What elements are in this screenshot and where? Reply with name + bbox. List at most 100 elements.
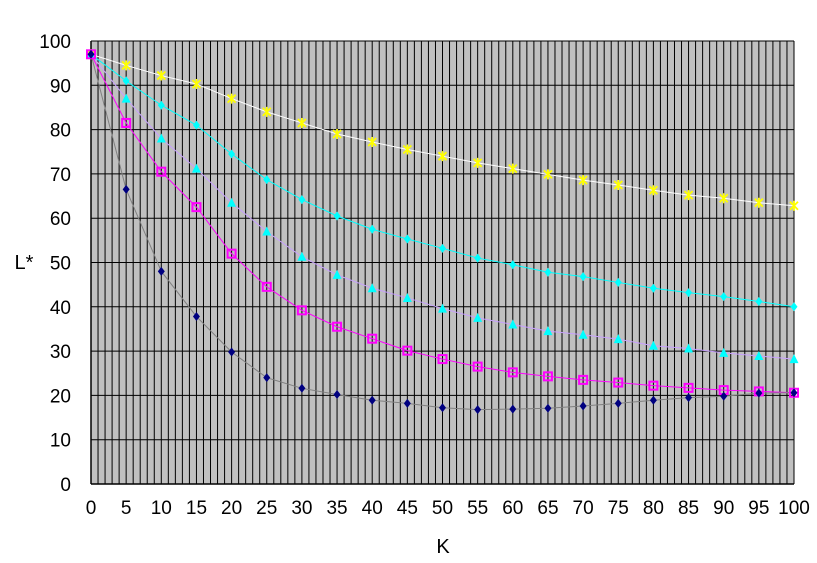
series-4-point: [156, 166, 167, 177]
series-4-point: [332, 321, 343, 332]
y-tick-label: 80: [50, 121, 71, 142]
y-tick-label: 0: [60, 475, 71, 496]
series-2-point: [403, 234, 411, 244]
x-tick-label: 85: [678, 498, 699, 519]
series-4-point: [437, 354, 448, 365]
y-tick-label: 40: [50, 298, 71, 319]
series-4-point: [507, 367, 518, 378]
series-1-point: [473, 157, 483, 168]
series-5-point: [509, 404, 517, 414]
series-1-point: [789, 200, 799, 211]
series-3-point: [613, 334, 623, 344]
series-1-point: [648, 185, 659, 196]
x-tick-label: 55: [467, 498, 488, 519]
series-5-point: [333, 390, 341, 400]
x-tick-label: 50: [432, 498, 453, 519]
series-2-point: [192, 120, 200, 130]
series-1-point: [683, 190, 694, 201]
x-axis-title: K: [436, 536, 450, 558]
series-5-point: [474, 405, 482, 415]
x-tick-label: 40: [362, 498, 383, 519]
series-3-point: [297, 251, 307, 261]
y-tick-label: 100: [39, 32, 71, 53]
series-3-point: [121, 93, 131, 103]
series-4-point: [367, 333, 378, 344]
series-3-point: [191, 163, 201, 173]
series-2-point: [474, 253, 482, 263]
series-4-point: [613, 377, 624, 388]
series-5-point: [403, 398, 411, 408]
series-2-point: [157, 100, 165, 110]
series-4-point: [226, 248, 237, 259]
series-1-point: [121, 60, 131, 71]
series-3-point: [438, 303, 447, 313]
y-tick-label: 70: [50, 165, 71, 186]
series-2-point: [263, 175, 271, 185]
series-5-point: [263, 373, 271, 383]
series-2-point: [685, 288, 693, 298]
x-tick-label: 35: [326, 498, 347, 519]
series-2-point: [439, 243, 446, 253]
series-5-point: [790, 388, 798, 398]
series-3-point: [156, 133, 166, 143]
series-2-point: [755, 296, 763, 306]
series-5-point: [157, 266, 165, 276]
axes: [90, 41, 794, 485]
series-2-point: [720, 292, 728, 302]
y-tick-label: 50: [50, 254, 71, 275]
series-4-point: [472, 361, 483, 372]
series-3-point: [648, 340, 658, 350]
series-4-point: [191, 202, 202, 213]
grid-lines: [90, 40, 795, 485]
series-1-point: [754, 197, 764, 208]
series-4-point: [578, 374, 589, 385]
x-tick-label: 20: [221, 498, 242, 519]
x-tick-label: 45: [397, 498, 418, 519]
series-2-point: [544, 267, 552, 277]
series-1-point: [262, 106, 272, 117]
series-1-point: [437, 151, 448, 162]
tick-labels: 0 5 10 15 20 25 30 35 40 45 50 55 60 65 70 75 80 85 90 95 10…: [39, 32, 810, 519]
series-1-point: [297, 117, 307, 128]
series-5-point: [544, 403, 552, 413]
x-tick-label: 60: [502, 498, 523, 519]
series-1-point: [191, 78, 202, 89]
series-3-point: [508, 319, 518, 329]
series-2-point: [298, 195, 306, 205]
x-tick-label: 25: [256, 498, 277, 519]
series-5-point: [192, 312, 200, 322]
x-tick-label: 70: [573, 498, 594, 519]
series-4-point: [648, 380, 659, 391]
series-1-point: [719, 193, 729, 204]
series-3-point: [719, 347, 729, 357]
series-5-point: [579, 401, 587, 411]
x-tick-label: 0: [86, 498, 97, 519]
series-1-point: [402, 144, 412, 155]
series-5-point: [649, 395, 657, 405]
series-markers: [86, 49, 799, 415]
x-tick-label: 10: [151, 498, 172, 519]
series-2-point: [614, 277, 622, 287]
y-tick-label: 10: [50, 431, 71, 452]
series-1-point: [226, 93, 237, 104]
series-1-point: [543, 169, 553, 180]
series-3-point: [543, 326, 553, 336]
series-4-line: [90, 54, 795, 394]
series-3-point: [402, 292, 412, 302]
series-3-point: [684, 343, 694, 353]
series-1-point: [332, 129, 342, 140]
series-3-point: [262, 226, 272, 236]
y-tick-label: 90: [50, 76, 71, 97]
series-4-point: [121, 117, 132, 128]
series-4-point: [542, 371, 553, 382]
x-tick-label: 15: [186, 498, 207, 519]
series-1-point: [578, 175, 588, 186]
series-2-point: [333, 211, 341, 221]
series-5-point: [122, 184, 130, 194]
x-tick-label: 65: [537, 498, 558, 519]
series-2-point: [228, 149, 236, 159]
series-5-point: [685, 393, 693, 403]
series-2-point: [122, 76, 130, 86]
series-1-point: [613, 179, 623, 190]
